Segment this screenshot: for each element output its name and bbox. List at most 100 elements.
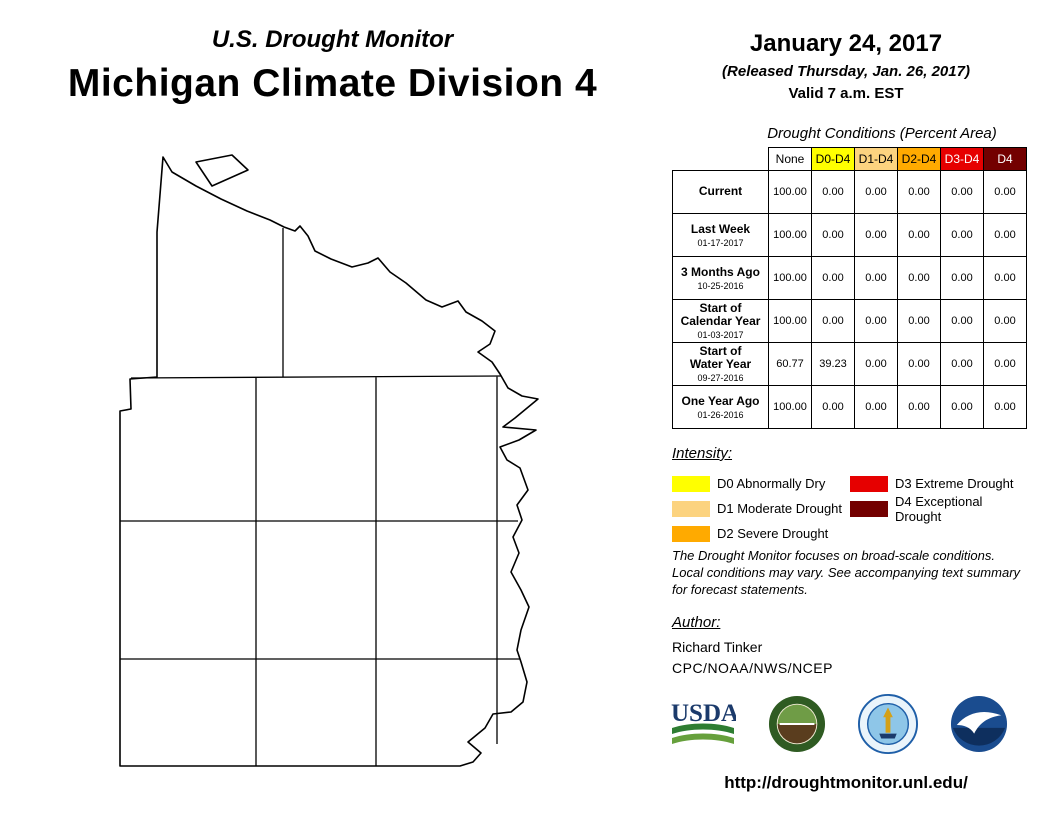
- commerce-seal: [858, 694, 918, 754]
- table-col-header-d2-d4: D2-D4: [897, 147, 941, 171]
- table-cell: 0.00: [983, 342, 1027, 386]
- table-row-start-calendar-year: Start of Calendar Year 01-03-2017 100.00…: [672, 299, 1027, 343]
- author-org: CPC/NOAA/NWS/NCEP: [672, 660, 833, 676]
- table-cell: 100.00: [768, 256, 812, 300]
- table-cell: 0.00: [940, 385, 984, 429]
- valid-time: Valid 7 a.m. EST: [788, 85, 904, 102]
- agency-logos: USDA: [670, 694, 1008, 754]
- division-map: [119, 154, 539, 767]
- row-date: 01-17-2017: [697, 237, 744, 248]
- table-cell: 0.00: [854, 342, 898, 386]
- page-title: Michigan Climate Division 4: [67, 62, 598, 105]
- table-cell: 0.00: [854, 385, 898, 429]
- table-caption: Drought Conditions (Percent Area): [767, 125, 997, 142]
- table-cell: 0.00: [940, 213, 984, 257]
- legend-item-d4: D4 Exceptional Drought: [850, 493, 1032, 524]
- legend-label: D0 Abnormally Dry: [717, 476, 826, 491]
- d1-color-swatch: [672, 500, 710, 517]
- table-row-header: Start of Water Year 09-27-2016: [672, 342, 769, 386]
- table-cell: 0.00: [940, 256, 984, 300]
- table-row-header: Current: [672, 170, 769, 214]
- legend-item-d1: D1 Moderate Drought: [672, 496, 850, 521]
- row-label: Start of Water Year: [689, 344, 752, 371]
- date-block: January 24, 2017 (Released Thursday, Jan…: [666, 30, 1026, 102]
- map-date: January 24, 2017: [749, 30, 943, 57]
- table-cell: 0.00: [897, 342, 941, 386]
- table-cell: 0.00: [983, 170, 1027, 214]
- legend-item-d2: D2 Severe Drought: [672, 521, 850, 546]
- legend-label: D4 Exceptional Drought: [895, 493, 983, 524]
- table-cell: 0.00: [811, 213, 855, 257]
- footer-url: http://droughtmonitor.unl.edu/: [724, 773, 968, 792]
- table-cell: 0.00: [854, 299, 898, 343]
- d3-color-swatch: [850, 475, 888, 492]
- table-cell: 0.00: [811, 385, 855, 429]
- table-corner-cell: [672, 147, 769, 171]
- row-label: One Year Ago: [681, 393, 760, 408]
- division-outline: [119, 156, 539, 767]
- table-cell: 100.00: [768, 385, 812, 429]
- legend-grid: D0 Abnormally Dry D1 Moderate Drought D2…: [672, 471, 1032, 546]
- disclaimer-text: The Drought Monitor focuses on broad-sca…: [672, 548, 1021, 597]
- table-cell: 0.00: [983, 299, 1027, 343]
- table-cell: 0.00: [897, 385, 941, 429]
- row-label: Last Week: [690, 221, 751, 236]
- legend-item-d0: D0 Abnormally Dry: [672, 471, 850, 496]
- table-col-header-d1-d4: D1-D4: [854, 147, 898, 171]
- table-cell: 0.00: [811, 256, 855, 300]
- title-block: U.S. Drought Monitor Michigan Climate Di…: [0, 26, 665, 106]
- row-label: Start of Calendar Year: [680, 301, 761, 328]
- drought-conditions-table: None D0-D4 D1-D4 D2-D4 D3-D4 D4 Current …: [672, 147, 1027, 429]
- d2-color-swatch: [672, 525, 710, 542]
- table-cell: 0.00: [811, 299, 855, 343]
- table-row-current: Current 100.00 0.00 0.00 0.00 0.00 0.00: [672, 170, 1027, 214]
- ndmc-logo: [768, 695, 826, 753]
- legend-label: D3 Extreme Drought: [895, 476, 1014, 491]
- noaa-logo: [950, 695, 1008, 753]
- table-cell: 0.00: [854, 170, 898, 214]
- table-cell: 0.00: [854, 213, 898, 257]
- table-cell: 100.00: [768, 170, 812, 214]
- table-cell: 39.23: [811, 342, 855, 386]
- legend-label: D1 Moderate Drought: [717, 501, 843, 516]
- county-lines: [120, 228, 520, 766]
- table-cell: 0.00: [940, 170, 984, 214]
- table-cell: 60.77: [768, 342, 812, 386]
- table-row-header: 3 Months Ago 10-25-2016: [672, 256, 769, 300]
- row-date: 10-25-2016: [697, 280, 744, 291]
- table-cell: 0.00: [897, 299, 941, 343]
- table-col-header-d3-d4: D3-D4: [940, 147, 984, 171]
- legend-label: D2 Severe Drought: [717, 526, 829, 541]
- table-cell: 0.00: [854, 256, 898, 300]
- author-name: Richard Tinker: [672, 639, 763, 655]
- release-date: (Released Thursday, Jan. 26, 2017): [722, 63, 970, 80]
- report-subtitle: U.S. Drought Monitor: [211, 26, 454, 53]
- island-outline: [195, 154, 249, 187]
- usda-logo: USDA: [671, 700, 736, 744]
- table-row-3-months-ago: 3 Months Ago 10-25-2016 100.00 0.00 0.00…: [672, 256, 1027, 300]
- table-row-start-water-year: Start of Water Year 09-27-2016 60.77 39.…: [672, 342, 1027, 386]
- d0-color-swatch: [672, 475, 710, 492]
- table-row-header: Last Week 01-17-2017: [672, 213, 769, 257]
- legend-title: Intensity:: [672, 445, 733, 462]
- table-cell: 0.00: [983, 213, 1027, 257]
- d4-color-swatch: [850, 500, 888, 517]
- table-cell: 100.00: [768, 213, 812, 257]
- table-row-header: Start of Calendar Year 01-03-2017: [672, 299, 769, 343]
- table-col-header-d0-d4: D0-D4: [811, 147, 855, 171]
- svg-text:USDA: USDA: [671, 700, 736, 727]
- table-cell: 0.00: [983, 385, 1027, 429]
- table-cell: 0.00: [940, 342, 984, 386]
- table-cell: 0.00: [897, 170, 941, 214]
- table-col-header-d4: D4: [983, 147, 1027, 171]
- author-block: Author: Richard Tinker CPC/NOAA/NWS/NCEP: [672, 614, 833, 676]
- row-date: 01-03-2017: [697, 330, 744, 340]
- row-label: 3 Months Ago: [681, 264, 760, 279]
- table-cell: 0.00: [811, 170, 855, 214]
- table-cell: 0.00: [983, 256, 1027, 300]
- table-cell: 0.00: [897, 256, 941, 300]
- table-row-one-year-ago: One Year Ago 01-26-2016 100.00 0.00 0.00…: [672, 385, 1027, 429]
- table-cell: 0.00: [940, 299, 984, 343]
- table-cell: 100.00: [768, 299, 812, 343]
